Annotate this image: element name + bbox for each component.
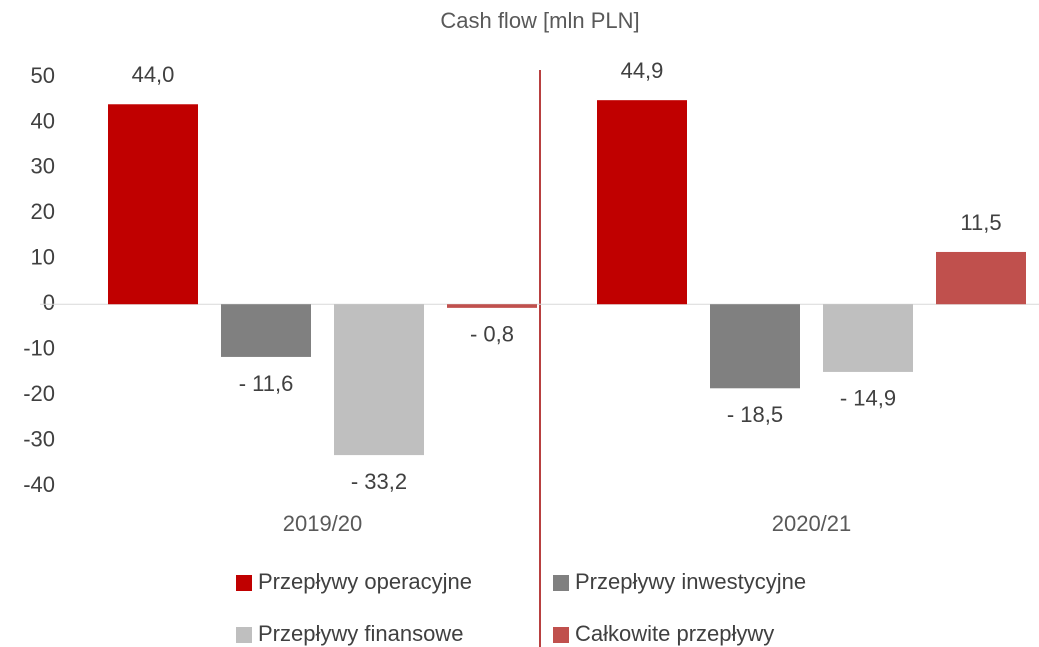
- x-tick-label: 2020/21: [772, 511, 852, 536]
- bar: [334, 304, 424, 456]
- y-tick-label: -10: [23, 335, 55, 360]
- bar: [447, 304, 537, 308]
- value-label: 44,9: [621, 58, 664, 83]
- bar: [221, 304, 311, 357]
- y-tick-label: 20: [31, 199, 55, 224]
- legend-swatch: [553, 627, 569, 643]
- legend-swatch: [236, 575, 252, 591]
- bar: [710, 304, 800, 389]
- y-tick-label: 30: [31, 154, 55, 179]
- value-label: 11,5: [960, 210, 1001, 235]
- bar: [108, 104, 198, 305]
- value-label: 44,0: [132, 62, 175, 87]
- legend-swatch: [236, 627, 252, 643]
- y-tick-label: 0: [43, 290, 55, 315]
- y-tick-label: -40: [23, 472, 55, 497]
- y-tick-label: 50: [31, 63, 55, 88]
- y-tick-label: -20: [23, 381, 55, 406]
- bar: [597, 100, 687, 305]
- legend-swatch: [553, 575, 569, 591]
- legend-label: Przepływy finansowe: [258, 621, 463, 646]
- y-tick-label: -30: [23, 426, 55, 451]
- x-tick-label: 2019/20: [283, 511, 363, 536]
- bar: [823, 304, 913, 372]
- value-label: - 18,5: [727, 402, 783, 427]
- value-label: - 11,6: [239, 371, 294, 396]
- value-label: - 33,2: [351, 469, 407, 494]
- bar: [936, 251, 1026, 305]
- value-label: - 14,9: [840, 386, 896, 411]
- legend-label: Przepływy operacyjne: [258, 569, 472, 594]
- value-label: - 0,8: [470, 322, 514, 347]
- y-tick-label: 40: [31, 108, 55, 133]
- legend-label: Całkowite przepływy: [575, 621, 774, 646]
- chart-title: Cash flow [mln PLN]: [440, 8, 639, 33]
- y-tick-label: 10: [31, 245, 55, 270]
- legend-label: Przepływy inwestycyjne: [575, 569, 806, 594]
